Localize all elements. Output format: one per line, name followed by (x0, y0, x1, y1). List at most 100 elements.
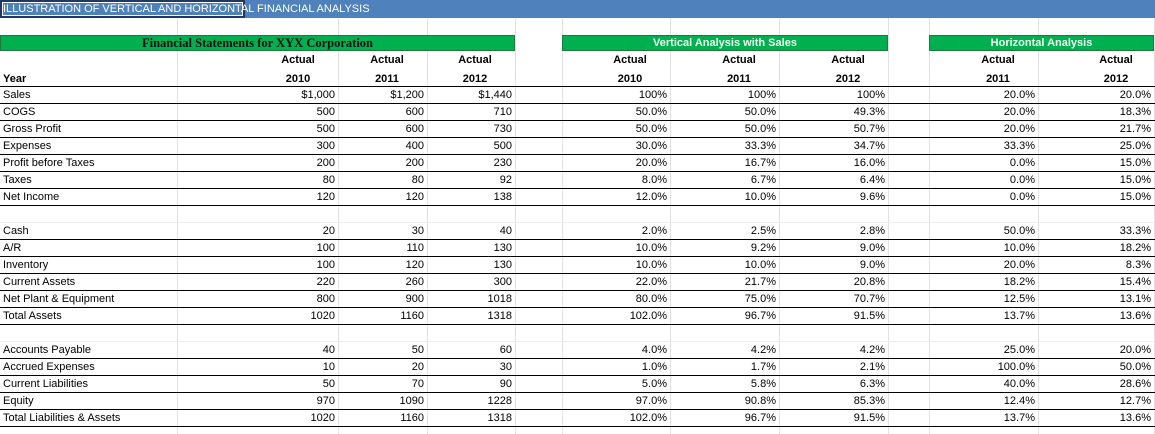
value-cell[interactable]: 50.7% (853, 123, 885, 135)
value-cell[interactable]: 49.3% (853, 106, 885, 118)
column-year-label[interactable]: 2010 (285, 73, 311, 85)
value-cell[interactable]: 220 (316, 276, 335, 288)
value-cell[interactable]: 12.7% (1119, 395, 1151, 407)
value-cell[interactable]: 10.0% (744, 191, 776, 203)
table-row[interactable]: Sales $1,000 $1,200 $1,440 100% 100% 100% 20.0%… (0, 87, 1155, 104)
table-row[interactable]: A/R 100 110 130 10.0% 9.2% 9.0% 10.0% 18.2% (0, 240, 1155, 257)
column-actual-label[interactable]: Actual (1099, 54, 1133, 66)
column-year-label[interactable]: 2012 (835, 73, 861, 85)
value-cell[interactable]: 20 (411, 361, 424, 373)
value-cell[interactable]: 1020 (310, 310, 335, 322)
value-cell[interactable]: 200 (316, 157, 335, 169)
value-cell[interactable]: 15.0% (1119, 174, 1151, 186)
value-cell[interactable]: 120 (316, 191, 335, 203)
value-cell[interactable]: 10.0% (635, 242, 667, 254)
value-cell[interactable]: 100% (747, 89, 776, 101)
table-row[interactable]: Equity 970 1090 1228 97.0% 90.8% 85.3% 12.4% 12.… (0, 393, 1155, 410)
value-cell[interactable]: 730 (493, 123, 512, 135)
value-cell[interactable]: 20.0% (1003, 123, 1035, 135)
value-cell[interactable]: 120 (405, 191, 424, 203)
value-cell[interactable]: 6.3% (859, 378, 885, 390)
value-cell[interactable]: 13.7% (1003, 310, 1035, 322)
value-cell[interactable]: 85.3% (853, 395, 885, 407)
value-cell[interactable]: 33.3% (1003, 140, 1035, 152)
column-actual-label[interactable]: Actual (458, 54, 492, 66)
value-cell[interactable]: 0.0% (1009, 191, 1035, 203)
value-cell[interactable]: 900 (405, 293, 424, 305)
value-cell[interactable]: 90.8% (744, 395, 776, 407)
value-cell[interactable]: 10 (322, 361, 335, 373)
value-cell[interactable]: 600 (405, 123, 424, 135)
row-label[interactable]: Expenses (3, 140, 52, 152)
table-row[interactable]: Net Plant & Equipment 800 900 1018 80.0% 75.0… (0, 291, 1155, 308)
value-cell[interactable]: 20.0% (1119, 89, 1151, 101)
value-cell[interactable]: 13.6% (1119, 310, 1151, 322)
value-cell[interactable]: 50.0% (1119, 361, 1151, 373)
value-cell[interactable]: 5.8% (750, 378, 776, 390)
table-row[interactable]: Taxes 80 80 92 8.0% 6.7% 6.4% 0.0% 15.0% (0, 172, 1155, 189)
value-cell[interactable]: 16.0% (853, 157, 885, 169)
value-cell[interactable]: 80 (322, 174, 335, 186)
value-cell[interactable]: 15.4% (1119, 276, 1151, 288)
value-cell[interactable]: 970 (316, 395, 335, 407)
value-cell[interactable]: 0.0% (1009, 157, 1035, 169)
row-label[interactable]: Total Liabilities & Assets (3, 412, 121, 424)
value-cell[interactable]: 20 (322, 225, 335, 237)
value-cell[interactable]: 21.7% (744, 276, 776, 288)
value-cell[interactable]: 500 (493, 140, 512, 152)
value-cell[interactable]: 15.0% (1119, 157, 1151, 169)
value-cell[interactable]: 710 (493, 106, 512, 118)
row-label[interactable]: Profit before Taxes (3, 157, 95, 169)
value-cell[interactable]: 2.0% (641, 225, 667, 237)
value-cell[interactable]: 50.0% (744, 106, 776, 118)
column-year-label[interactable]: 2012 (462, 73, 488, 85)
value-cell[interactable]: 0.0% (1009, 174, 1035, 186)
row-label[interactable]: Current Assets (3, 276, 76, 288)
value-cell[interactable]: 1160 (400, 310, 424, 322)
value-cell[interactable]: 70.7% (853, 293, 885, 305)
table-row[interactable]: Gross Profit 500 600 730 50.0% 50.0% 50.7% 20.0… (0, 121, 1155, 138)
value-cell[interactable]: 10.0% (635, 259, 667, 271)
row-label[interactable]: Accounts Payable (3, 344, 92, 356)
value-cell[interactable]: 10.0% (1003, 242, 1035, 254)
value-cell[interactable]: 6.4% (859, 174, 885, 186)
header-financial-statements[interactable]: Financial Statements for XYX Corporation (0, 35, 515, 51)
value-cell[interactable]: 4.0% (641, 344, 667, 356)
value-cell[interactable]: 20.0% (1119, 344, 1151, 356)
value-cell[interactable]: 120 (405, 259, 424, 271)
value-cell[interactable]: 8.0% (641, 174, 667, 186)
header-horizontal-analysis[interactable]: Horizontal Analysis (929, 35, 1154, 51)
value-cell[interactable]: 12.4% (1003, 395, 1035, 407)
value-cell[interactable]: $1,000 (301, 89, 335, 101)
spreadsheet-grid[interactable]: Financial Statements for XYX Corporation… (0, 18, 1155, 434)
column-actual-label[interactable]: Actual (370, 54, 404, 66)
value-cell[interactable]: 97.0% (635, 395, 667, 407)
value-cell[interactable]: 80 (411, 174, 424, 186)
table-row[interactable]: Net Income 120 120 138 12.0% 10.0% 9.6% 0.0% 15.… (0, 189, 1155, 206)
value-cell[interactable]: 10.0% (744, 259, 776, 271)
value-cell[interactable]: 40 (322, 344, 335, 356)
value-cell[interactable]: 30.0% (635, 140, 667, 152)
row-label[interactable]: Net Income (3, 191, 60, 203)
row-label[interactable]: Cash (3, 225, 29, 237)
value-cell[interactable]: 50.0% (635, 123, 667, 135)
value-cell[interactable]: 50.0% (744, 123, 776, 135)
value-cell[interactable]: 4.2% (859, 344, 885, 356)
column-year-label[interactable]: 2010 (617, 73, 643, 85)
column-actual-label[interactable]: Actual (831, 54, 865, 66)
value-cell[interactable]: 800 (316, 293, 335, 305)
value-cell[interactable]: 9.2% (750, 242, 776, 254)
value-cell[interactable]: 33.3% (1119, 225, 1151, 237)
table-row[interactable]: Cash 20 30 40 2.0% 2.5% 2.8% 50.0% 33.3% (0, 223, 1155, 240)
value-cell[interactable]: 25.0% (1119, 140, 1151, 152)
value-cell[interactable]: 1160 (400, 412, 424, 424)
row-label[interactable]: Inventory (3, 259, 49, 271)
row-label[interactable]: Sales (3, 89, 31, 101)
value-cell[interactable]: 16.7% (744, 157, 776, 169)
value-cell[interactable]: 18.3% (1119, 106, 1151, 118)
value-cell[interactable]: 100% (638, 89, 667, 101)
value-cell[interactable]: 230 (493, 157, 512, 169)
value-cell[interactable]: 100% (856, 89, 885, 101)
table-row[interactable]: COGS 500 600 710 50.0% 50.0% 49.3% 20.0% 18.3% (0, 104, 1155, 121)
value-cell[interactable]: 1318 (487, 310, 512, 322)
